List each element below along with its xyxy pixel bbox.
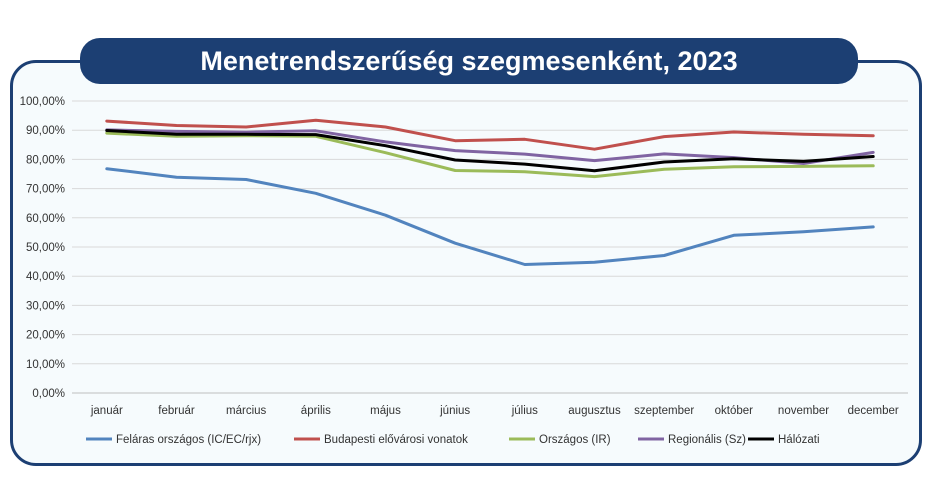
y-tick-label: 0,00% [32,388,65,400]
legend-item-2: Budapesti elővárosi vonatok [294,434,468,446]
x-axis-ticks: január február március április május június jú… [90,405,899,417]
x-tick-label: március [226,405,267,417]
x-tick-label: szeptember [634,405,694,417]
x-tick-label: augusztus [568,405,621,417]
legend-label: Budapesti elővárosi vonatok [324,434,468,446]
x-tick-label: december [848,405,899,417]
x-tick-label: november [778,405,829,417]
legend-item-4: Regionális (Sz) [638,434,746,446]
legend-item-5: Hálózati [748,434,820,446]
y-axis-ticks: 0,00% 10,00% 20,00% 30,00% 40,00% 50,00% 60,00… [20,96,65,400]
y-tick-label: 70,00% [26,184,65,196]
y-tick-label: 60,00% [26,213,65,225]
y-tick-label: 80,00% [26,154,65,166]
series-line-1 [105,167,875,266]
y-tick-label: 50,00% [26,242,65,254]
legend-label: Hálózati [778,434,820,446]
legend: Feláras országos (IC/EC/rjx) Budapesti el… [86,434,820,446]
chart-panel [10,60,922,466]
y-tick-label: 30,00% [26,300,65,312]
series-line-2 [105,118,875,151]
x-tick-label: május [370,405,401,417]
y-tick-label: 90,00% [26,125,65,137]
y-tick-label: 100,00% [20,96,65,108]
x-tick-label: október [715,405,754,417]
x-tick-label: február [158,405,195,417]
x-tick-label: április [301,405,331,417]
grid [72,100,908,394]
y-tick-label: 40,00% [26,271,65,283]
x-tick-label: január [90,405,123,417]
x-tick-label: július [511,405,538,417]
chart-title: Menetrendszerűség szegmesenként, 2023 [80,38,858,84]
legend-label: Regionális (Sz) [668,434,746,446]
legend-item-3: Országos (IR) [509,434,611,446]
y-tick-label: 10,00% [26,359,65,371]
series-lines [105,118,875,266]
legend-item-1: Feláras országos (IC/EC/rjx) [86,434,261,446]
legend-label: Feláras országos (IC/EC/rjx) [116,434,261,446]
legend-label: Országos (IR) [539,434,611,446]
x-tick-label: június [439,405,470,417]
series-line-5 [105,129,875,173]
y-tick-label: 20,00% [26,330,65,342]
